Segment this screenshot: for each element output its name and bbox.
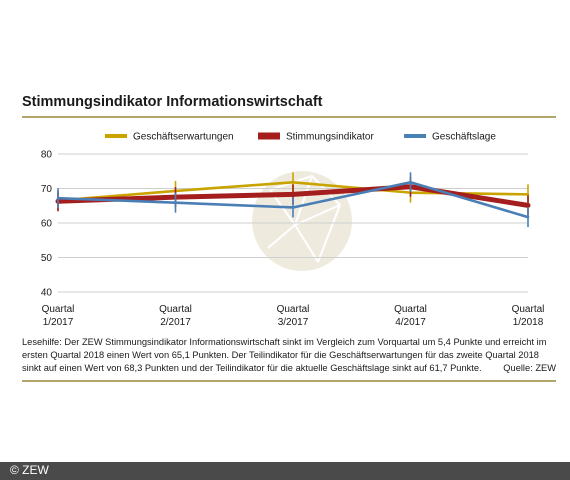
caption-text: Lesehilfe: Der ZEW Stimmungsindikator In…	[22, 337, 547, 373]
x-tick-label: Quartal 2/2017	[159, 304, 192, 328]
line-chart: 40 50 60 70 80 Quartal 1/2017 Quartal 2/2017 Qua…	[41, 132, 545, 329]
x-tick-label: Quartal 3/2017	[277, 304, 310, 328]
legend-label: Geschäftserwartungen	[133, 132, 234, 143]
y-tick-label: 50	[41, 253, 53, 264]
title-rule	[22, 116, 556, 118]
footer-bar: © ZEW	[0, 462, 570, 480]
copyright-label: © ZEW	[10, 463, 49, 477]
y-tick-label: 80	[41, 150, 53, 161]
y-tick-label: 60	[41, 219, 53, 230]
legend-label: Stimmungsindikator	[286, 132, 374, 143]
caption-rule	[22, 380, 556, 382]
x-tick-label: Quartal 1/2018	[512, 304, 545, 328]
y-tick-label: 40	[41, 288, 53, 299]
source-label: Quelle: ZEW	[503, 363, 556, 373]
x-tick-label: Quartal 4/2017	[394, 304, 427, 328]
legend-label: Geschäftslage	[432, 132, 496, 143]
chart-title: Stimmungsindikator Informationswirtschaf…	[22, 94, 323, 110]
reading-aid: Lesehilfe: Der ZEW Stimmungsindikator In…	[22, 336, 556, 375]
y-tick-label: 70	[41, 184, 53, 195]
x-tick-label: Quartal 1/2017	[42, 304, 75, 328]
